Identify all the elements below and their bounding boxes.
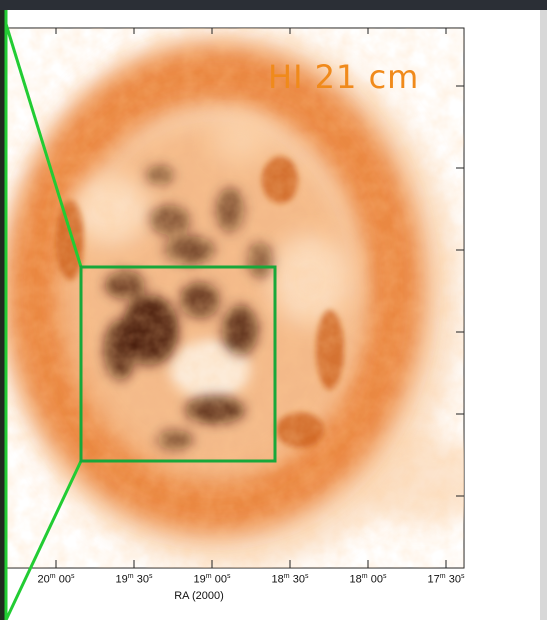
top-window-bar <box>0 0 547 10</box>
x-tick-label: 19m 00s <box>193 573 231 586</box>
bottom-axis-ticks <box>55 560 447 568</box>
x-tick-label: 20m 00s <box>37 573 75 586</box>
right-edge-strip <box>540 10 547 620</box>
x-tick-label: 18m 30s <box>271 573 309 586</box>
top-axis-ticks <box>55 28 447 34</box>
zoom-connector-lower <box>4 460 83 620</box>
emission-map <box>6 28 464 568</box>
left-edge-strip <box>0 10 6 620</box>
x-tick-label: 17m 30s <box>427 573 465 586</box>
right-axis-ticks <box>456 85 464 497</box>
x-tick-label: 18m 00s <box>349 573 387 586</box>
hi-21cm-label: HI 21 cm <box>268 58 420 96</box>
zoom-region-box <box>79 265 277 463</box>
x-axis-title: RA (2000) <box>174 590 224 602</box>
x-tick-label: 19m 30s <box>115 573 153 586</box>
zoom-connector-upper <box>4 23 83 268</box>
